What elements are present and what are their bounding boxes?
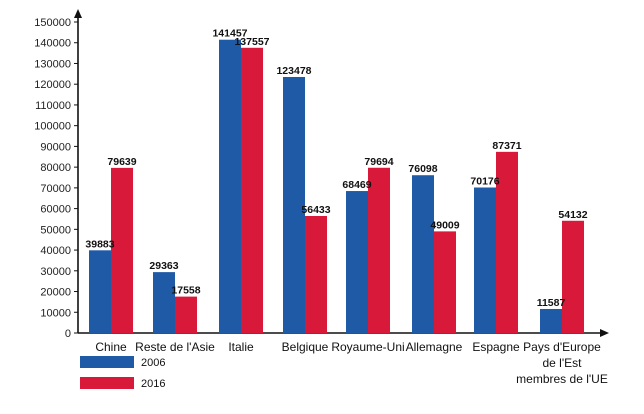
category-label: Pays d'Europe bbox=[523, 340, 601, 354]
bars bbox=[89, 39, 584, 333]
data-label: 29363 bbox=[149, 260, 178, 272]
data-label: 137557 bbox=[234, 36, 269, 48]
category-label: de l'Est bbox=[543, 356, 583, 370]
y-tick-label: 90000 bbox=[40, 141, 71, 153]
y-axis-arrow bbox=[74, 9, 82, 18]
y-tick-label: 100000 bbox=[34, 121, 71, 133]
data-label: 49009 bbox=[430, 219, 459, 231]
data-label: 68469 bbox=[342, 179, 371, 191]
category-label: Italie bbox=[228, 340, 254, 354]
bar-2016-2 bbox=[241, 47, 263, 333]
data-label: 123478 bbox=[276, 65, 311, 77]
data-label: 76098 bbox=[408, 163, 437, 175]
legend-swatch-2016 bbox=[80, 377, 134, 389]
y-tick-label: 120000 bbox=[34, 79, 71, 91]
bar-2006-1 bbox=[153, 272, 175, 333]
bar-2016-6 bbox=[496, 151, 518, 333]
legend-label: 2016 bbox=[141, 378, 165, 390]
data-label: 11587 bbox=[537, 297, 566, 309]
data-label: 70176 bbox=[470, 176, 499, 188]
data-label: 39883 bbox=[85, 238, 114, 250]
category-labels: Chine Reste de l'Asie Italie Belgique Royaum… bbox=[95, 340, 608, 386]
y-tick-label: 10000 bbox=[40, 307, 71, 319]
y-tick-label: 30000 bbox=[40, 266, 71, 278]
x-axis-arrow bbox=[600, 329, 609, 337]
data-label: 17558 bbox=[171, 285, 200, 297]
bar-2016-5 bbox=[434, 231, 456, 333]
bar-2016-4 bbox=[368, 167, 390, 333]
bar-2016-3 bbox=[305, 215, 327, 333]
legend-label: 2006 bbox=[141, 357, 165, 369]
category-label: Chine bbox=[95, 340, 127, 354]
data-label: 141457 bbox=[212, 28, 247, 40]
data-label: 79639 bbox=[107, 156, 136, 168]
legend: 2006 2016 bbox=[80, 356, 165, 390]
y-tick-label: 40000 bbox=[40, 245, 71, 257]
category-label: Allemagne bbox=[406, 340, 463, 354]
bar-2006-2 bbox=[219, 39, 241, 333]
category-label: Reste de l'Asie bbox=[135, 340, 215, 354]
category-label: Espagne bbox=[472, 340, 520, 354]
y-tick-label: 130000 bbox=[34, 58, 71, 70]
y-tick-label: 150000 bbox=[34, 17, 71, 29]
bar-2016-0 bbox=[111, 167, 133, 333]
y-tick-label: 70000 bbox=[40, 183, 71, 195]
bar-2016-1 bbox=[175, 296, 197, 333]
bar-2006-4 bbox=[346, 191, 368, 333]
category-label: Belgique bbox=[282, 340, 329, 354]
y-tick-label: 0 bbox=[65, 328, 71, 340]
data-label: 87371 bbox=[492, 140, 521, 152]
data-label: 54132 bbox=[558, 209, 587, 221]
y-tick-label: 60000 bbox=[40, 204, 71, 216]
category-label: Royaume-Uni bbox=[331, 340, 404, 354]
bar-2016-7 bbox=[562, 220, 584, 333]
bar-2006-3 bbox=[283, 76, 305, 333]
data-label: 79694 bbox=[364, 156, 393, 168]
y-axis-ticks: 0 10000 20000 30000 40000 50000 60000 70000 8000… bbox=[34, 17, 78, 340]
y-tick-label: 140000 bbox=[34, 38, 71, 50]
bar-2006-6 bbox=[474, 187, 496, 333]
bar-2006-0 bbox=[89, 250, 111, 333]
y-tick-label: 20000 bbox=[40, 287, 71, 299]
legend-swatch-2006 bbox=[80, 356, 134, 368]
data-label: 56433 bbox=[301, 204, 330, 216]
bar-2006-5 bbox=[412, 175, 434, 333]
category-label: membres de l'UE bbox=[516, 372, 608, 386]
y-tick-label: 110000 bbox=[35, 100, 71, 112]
bar-2006-7 bbox=[540, 308, 562, 333]
y-tick-label: 80000 bbox=[40, 162, 71, 174]
y-tick-label: 50000 bbox=[40, 224, 71, 236]
